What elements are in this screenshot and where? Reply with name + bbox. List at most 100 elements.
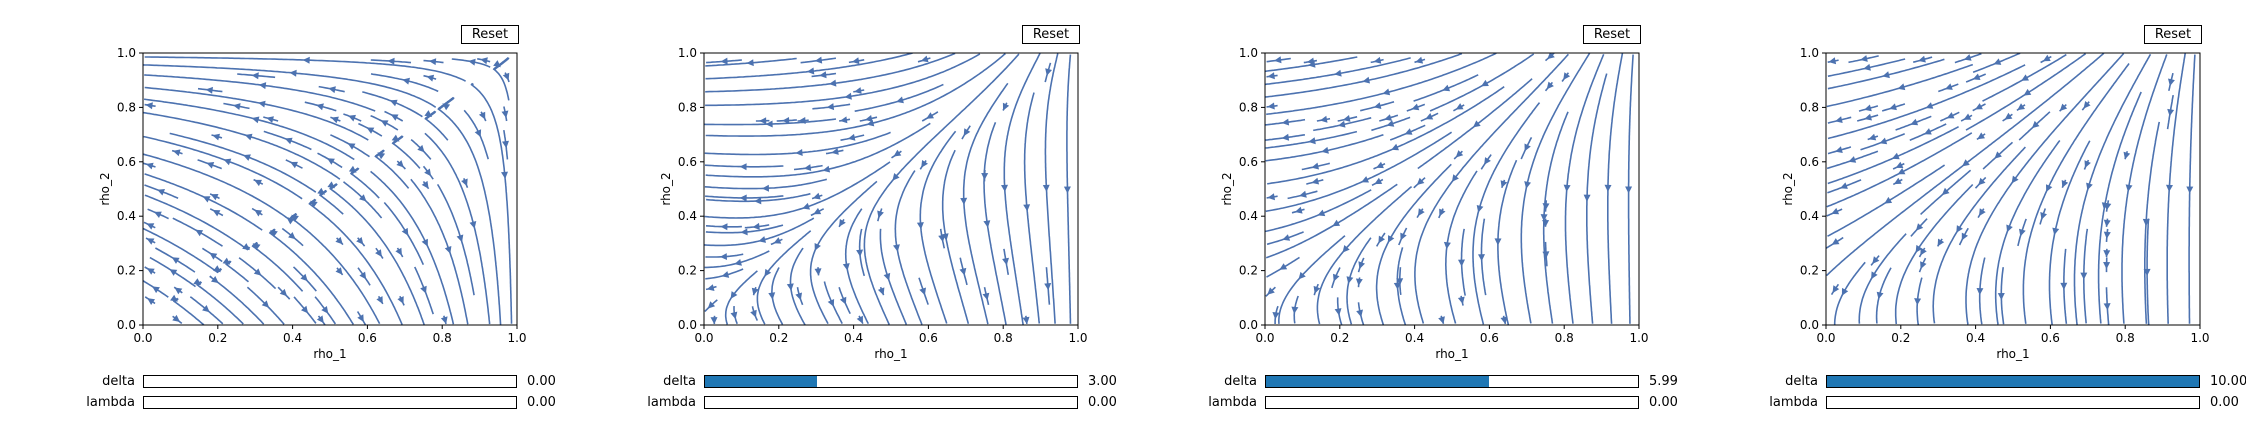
stream-arrow: [782, 117, 790, 124]
reset-button[interactable]: Reset: [1583, 25, 1641, 44]
lambda-slider[interactable]: [1826, 396, 2200, 409]
stream-arrow: [893, 149, 902, 157]
stream-arrow: [1976, 288, 1984, 296]
y-tick-label: 1.0: [117, 46, 136, 60]
stream-arrow: [421, 238, 428, 247]
stream-arrow: [474, 129, 482, 138]
stream-arrow: [1864, 113, 1872, 121]
stream-line: [1965, 53, 2125, 325]
lambda-slider[interactable]: [143, 396, 517, 409]
stream-arrow: [1298, 271, 1306, 280]
stream-line: [1858, 233, 1907, 324]
stream-arrow: [786, 283, 794, 291]
stream-line: [844, 208, 870, 325]
x-tick-label: 0.2: [769, 331, 788, 345]
stream-line: [756, 230, 812, 325]
plot-area[interactable]: 0.0 0.2 0.4 0.6 0.8 1.0 0.0 0.2 0.4 0.6 0.8 1.0 rho_…: [1683, 0, 2244, 433]
stream-arrow: [2046, 184, 2053, 192]
stream-arrow: [1962, 159, 1970, 167]
stream-arrow: [759, 117, 767, 125]
stream-arrow: [1267, 72, 1275, 80]
delta-slider-row: delta 3.00: [561, 375, 1122, 389]
stream-arrow: [1282, 234, 1291, 241]
stream-arrow: [327, 158, 335, 165]
stream-arrow: [814, 56, 823, 64]
stream-arrow: [1840, 182, 1848, 189]
delta-slider[interactable]: [1265, 375, 1639, 388]
stream-arrow: [444, 246, 452, 254]
stream-arrow: [765, 120, 773, 128]
stream-arrow: [852, 57, 860, 65]
stream-arrow: [1045, 68, 1052, 76]
stream-arrow: [740, 228, 748, 236]
reset-button[interactable]: Reset: [1022, 25, 1080, 44]
delta-slider-fill: [1827, 376, 2199, 387]
stream-arrow: [1473, 120, 1481, 128]
stream-arrow: [1956, 225, 1963, 233]
x-tick-label: 1.0: [1629, 331, 1648, 345]
stream-line: [705, 268, 744, 280]
x-tick-label: 0.2: [208, 331, 227, 345]
stream-arrow: [1023, 204, 1031, 212]
y-tick-label: 0.6: [1239, 155, 1258, 169]
stream-arrow: [317, 187, 325, 195]
delta-slider-row: delta 10.00: [1683, 375, 2246, 389]
reset-button[interactable]: Reset: [2144, 25, 2202, 44]
stream-arrow: [1294, 206, 1303, 214]
lambda-slider[interactable]: [1265, 396, 1639, 409]
stream-arrow: [395, 247, 402, 256]
stream-arrow: [814, 268, 822, 276]
stream-arrow: [212, 210, 221, 217]
stream-arrow: [1893, 177, 1902, 185]
stream-arrow: [2166, 184, 2173, 192]
stream-arrow: [478, 111, 486, 120]
stream-arrow: [202, 305, 210, 313]
stream-arrow: [1841, 287, 1849, 296]
stream-arrow: [1872, 256, 1880, 264]
stream-arrow: [288, 232, 296, 240]
axes-frame: [1264, 52, 1640, 326]
stream-arrow: [212, 133, 220, 141]
stream-arrow: [1961, 232, 1968, 241]
plot-area[interactable]: 0.0 0.2 0.4 0.6 0.8 1.0 0.0 0.2 0.4 0.6 0.8 1.0 rho_…: [561, 0, 1122, 433]
delta-slider[interactable]: [1826, 375, 2200, 388]
plot-area[interactable]: 0.0 0.2 0.4 0.6 0.8 1.0 0.0 0.2 0.4 0.6 0.8 1.0 rho_…: [1122, 0, 1683, 433]
y-tick-label: 0.8: [1800, 100, 1819, 114]
stream-arrow: [1542, 220, 1550, 227]
lambda-slider[interactable]: [704, 396, 1078, 409]
reset-button[interactable]: Reset: [461, 25, 519, 44]
stream-arrow: [1945, 83, 1953, 90]
stream-arrow: [802, 202, 810, 210]
stream-arrow: [865, 115, 873, 122]
lambda-slider-label: lambda: [647, 395, 696, 410]
stream-arrow: [1500, 180, 1508, 188]
stream-arrow: [2017, 103, 2025, 111]
stream-arrow: [502, 72, 510, 81]
stream-arrow: [1871, 271, 1878, 280]
stream-arrow: [1891, 152, 1900, 160]
x-tick-label: 0.4: [1966, 331, 1985, 345]
stream-arrow: [1977, 132, 1985, 140]
stream-line: [144, 194, 251, 251]
stream-arrow: [710, 317, 718, 325]
delta-slider[interactable]: [704, 375, 1078, 388]
stream-arrow: [1897, 83, 1906, 91]
stream-arrow: [1458, 259, 1465, 267]
stream-arrow: [1376, 161, 1384, 169]
stream-arrow: [1868, 133, 1877, 141]
stream-arrow: [1274, 56, 1282, 64]
stream-arrow: [442, 103, 451, 111]
delta-slider[interactable]: [143, 375, 517, 388]
stream-arrow: [1946, 112, 1955, 119]
stream-arrow: [146, 223, 155, 230]
stream-arrow: [202, 196, 211, 203]
stream-arrow: [390, 114, 399, 121]
stream-arrow: [1267, 193, 1275, 201]
stream-arrow: [254, 179, 262, 187]
stream-arrow: [1910, 118, 1919, 126]
stream-line: [410, 178, 469, 325]
plot-area[interactable]: 0.0 0.2 0.4 0.6 0.8 1.0 0.0 0.2 0.4 0.6 0.8 1.0 rho_…: [0, 0, 561, 433]
y-tick-label: 0.2: [1800, 264, 1819, 278]
stream-arrow: [428, 58, 437, 66]
stream-arrow: [1879, 137, 1888, 145]
